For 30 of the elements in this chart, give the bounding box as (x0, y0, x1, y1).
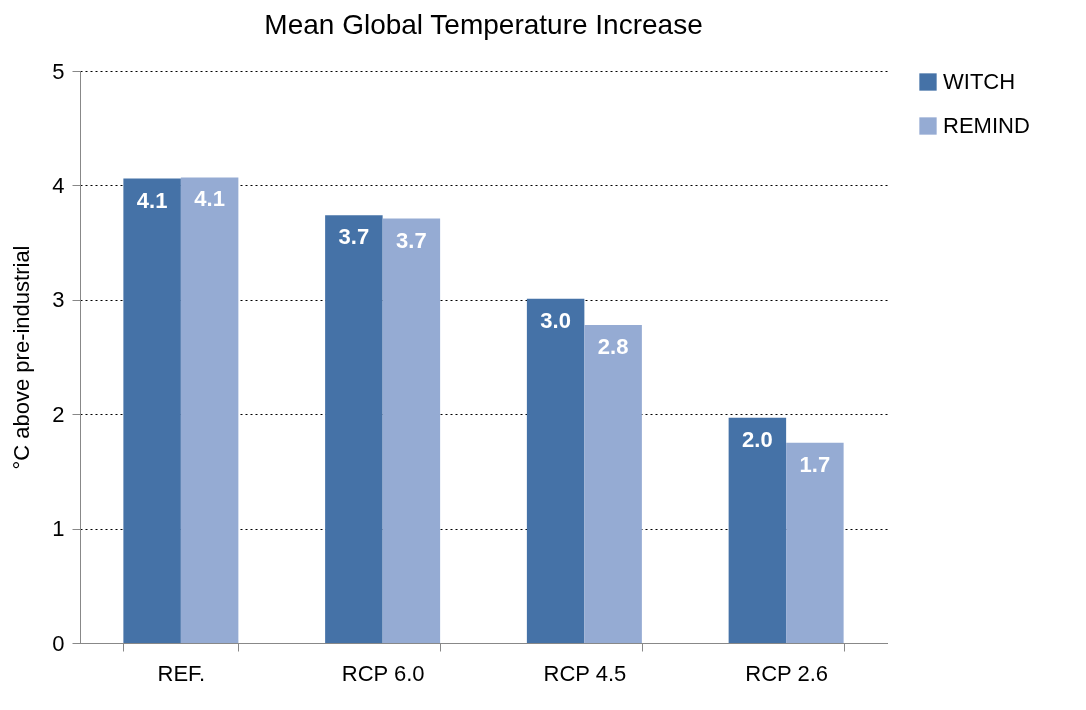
bar (786, 442, 844, 643)
x-tick-label: REF. (157, 660, 206, 686)
data-label: 2.0 (742, 426, 773, 452)
data-label: 1.7 (799, 451, 831, 477)
bar (526, 298, 585, 643)
bar (180, 177, 239, 643)
data-label: 4.1 (136, 187, 168, 213)
y-axis-title: °C above pre-industrial (9, 245, 35, 470)
data-label: 3.7 (338, 224, 370, 250)
y-tick-label: 1 (52, 516, 65, 542)
data-label: 3.0 (540, 307, 571, 333)
bar (584, 324, 642, 643)
y-tick-label: 3 (52, 287, 65, 313)
y-tick-label: 0 (52, 630, 65, 656)
bar (325, 215, 383, 643)
bar (728, 417, 787, 643)
bar (123, 178, 181, 643)
data-label: 2.8 (597, 333, 629, 359)
data-label: 4.1 (194, 186, 225, 212)
legend-label: WITCH (943, 69, 1016, 94)
x-tick-label: RCP 4.5 (543, 660, 627, 686)
legend-label: REMIND (943, 113, 1030, 138)
bar (382, 218, 441, 643)
y-tick-label: 5 (52, 58, 65, 84)
y-tick-label: 2 (52, 401, 65, 427)
x-tick-label: RCP 2.6 (745, 660, 828, 686)
x-tick-label: RCP 6.0 (341, 660, 425, 686)
chart-title: Mean Global Temperature Increase (264, 9, 703, 40)
data-label: 3.7 (396, 227, 427, 253)
y-tick-label: 4 (52, 172, 65, 198)
